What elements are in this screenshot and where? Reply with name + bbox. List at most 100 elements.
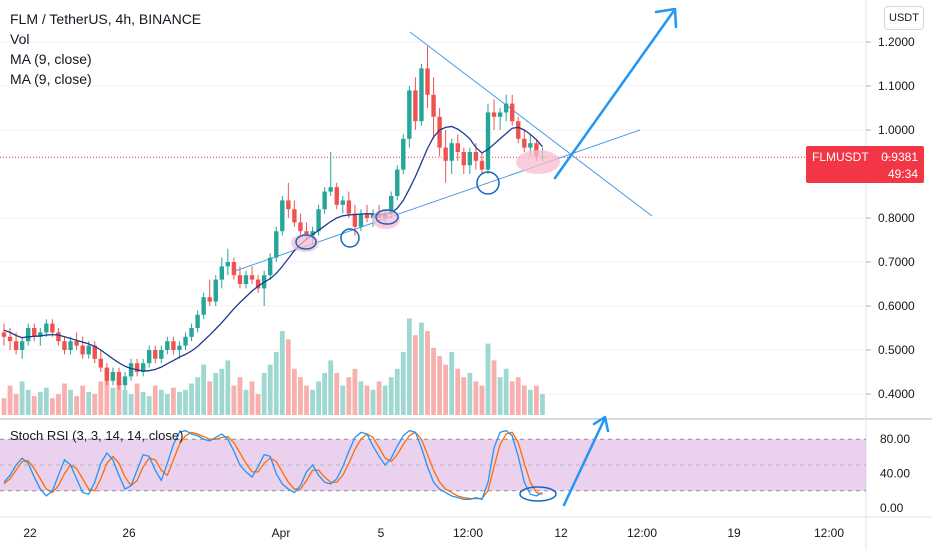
price-tick-label: 0.6000 (878, 299, 915, 313)
candle-body (473, 152, 479, 161)
volume-bar (158, 389, 164, 415)
candle-body (310, 231, 315, 236)
volume-bar (540, 394, 545, 415)
volume-bar (449, 352, 455, 415)
volume-bar (92, 394, 98, 415)
volume-bar (243, 389, 249, 415)
stoch-tick-label: 0.00 (880, 501, 904, 515)
candle-body (328, 187, 333, 192)
time-axis-label: 26 (122, 526, 136, 540)
candle-body (510, 103, 515, 122)
volume-bar (146, 396, 152, 415)
volume-bar (491, 360, 497, 415)
volume-bar (310, 389, 315, 415)
volume-bar (13, 394, 19, 415)
volume-bar (509, 381, 515, 415)
candle-body (32, 328, 37, 337)
price-tick-label: 1.2000 (878, 35, 915, 49)
volume-bar (279, 331, 285, 415)
volume-bar (237, 377, 243, 415)
volume-bar (74, 396, 79, 415)
volume-bar (346, 377, 352, 415)
candle-layer (1, 46, 545, 390)
indicator-vol-label[interactable]: Vol (10, 31, 30, 47)
candle-body (1, 332, 7, 337)
volume-bar (364, 385, 370, 415)
volume-bar (104, 368, 110, 415)
volume-bar (213, 373, 219, 415)
candle-body (147, 350, 152, 364)
indicator-ma-label[interactable]: MA (9, close) (10, 51, 92, 67)
candle-body (443, 147, 448, 161)
stoch-rsi-title[interactable]: Stoch RSI (3, 3, 14, 14, close) (10, 428, 184, 443)
candle-body (461, 152, 466, 166)
stoch-d-line (3, 431, 543, 500)
candle-body (128, 363, 134, 377)
stoch-k-line (3, 429, 543, 501)
time-axis-label: 22 (23, 526, 37, 540)
volume-bar (140, 391, 146, 415)
volume-bar (255, 394, 261, 415)
candle-body (219, 266, 224, 280)
volume-bar (261, 373, 267, 415)
volume-bar (177, 391, 182, 415)
indicator-ma-label-2[interactable]: MA (9, close) (10, 71, 92, 87)
candle-body (165, 341, 170, 350)
price-tick-label: 1.1000 (878, 79, 915, 93)
candle-body (419, 68, 424, 122)
volume-bar (68, 389, 73, 415)
volume-bar (273, 352, 279, 415)
volume-bar (201, 364, 207, 415)
candle-body (68, 341, 73, 350)
volume-bar (328, 360, 334, 415)
volume-bar (370, 389, 376, 415)
volume-bar (467, 373, 473, 415)
volume-bar (219, 368, 225, 415)
stoch-bottom-circle (519, 486, 557, 502)
volume-bar (485, 343, 491, 415)
currency-button[interactable]: USDT (884, 6, 924, 30)
time-axis-label: 5 (378, 526, 385, 540)
volume-bar (455, 368, 461, 415)
candle-body (455, 143, 460, 152)
volume-bar (304, 385, 309, 415)
candle-body (213, 279, 218, 302)
volume-bar (352, 368, 358, 415)
candle-body (231, 262, 237, 276)
candle-body (437, 116, 442, 148)
candle-body (298, 222, 303, 232)
volume-bar (406, 318, 412, 415)
volume-bar (249, 381, 255, 415)
volume-bar (527, 389, 533, 415)
volume-bar (43, 387, 49, 415)
candle-body (467, 152, 473, 166)
candle-body (7, 336, 13, 342)
symbol-title[interactable]: FLM / TetherUS, 4h, BINANCE (10, 11, 202, 27)
time-axis-label: 12:00 (814, 526, 844, 540)
candle-body (401, 138, 406, 170)
candle-body (522, 138, 527, 148)
candle-body (364, 213, 370, 218)
candle-body (140, 363, 146, 372)
volume-bar (86, 391, 92, 415)
candle-body (44, 323, 49, 333)
volume-bar (521, 385, 527, 415)
candle-body (62, 341, 67, 350)
candle-body (497, 112, 503, 117)
volume-bar (98, 381, 104, 415)
volume-bar (400, 352, 406, 415)
candle-body (56, 332, 61, 342)
support-touch-circle (375, 209, 399, 225)
candle-body (268, 257, 273, 276)
ma-layer (3, 125, 543, 372)
volume-bar (358, 381, 364, 415)
volume-bar (503, 368, 509, 415)
candle-body (346, 200, 352, 214)
candle-body (292, 209, 297, 223)
candle-body (425, 68, 430, 95)
price-tick-label: 1.0000 (878, 123, 915, 137)
volume-bar (267, 364, 273, 415)
last-price-tag: FLMUSDT − 0.9381 49:34 (806, 146, 924, 183)
